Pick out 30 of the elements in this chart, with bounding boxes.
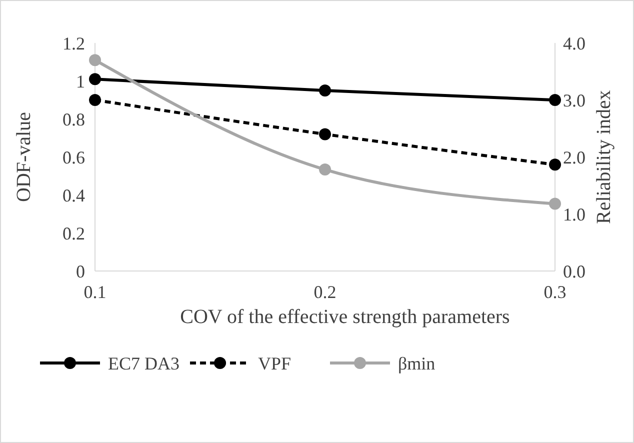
y2-tick-label: 0.0 bbox=[563, 261, 586, 282]
point bbox=[319, 164, 331, 176]
y-tick-label: 0.2 bbox=[62, 223, 85, 244]
point bbox=[89, 94, 101, 106]
point bbox=[549, 198, 561, 210]
y2-axis-title: Reliability index bbox=[593, 90, 615, 224]
y-tick-label: 1.2 bbox=[62, 33, 85, 54]
x-tick-label: 0.3 bbox=[544, 282, 566, 302]
y2-tick-label: 2.0 bbox=[563, 147, 586, 168]
point bbox=[319, 84, 331, 96]
y-tick-label: 0.8 bbox=[62, 109, 85, 130]
y-axis-title: ODF-value bbox=[13, 112, 35, 202]
legend-label: VPF bbox=[258, 353, 292, 374]
point bbox=[89, 73, 101, 86]
y-tick-label: 0 bbox=[76, 261, 85, 282]
y2-tick-label: 1.0 bbox=[563, 204, 586, 224]
legend-label: EC7 DA3 bbox=[108, 353, 180, 374]
point bbox=[549, 94, 561, 106]
y-tick-label: 1 bbox=[76, 71, 85, 92]
x-tick-label: 0.1 bbox=[84, 282, 106, 302]
point bbox=[89, 54, 101, 66]
y-tick-label: 0.4 bbox=[62, 185, 85, 206]
x-axis-title: COV of the effective strength parameters bbox=[180, 306, 510, 328]
point bbox=[549, 158, 561, 171]
legend-label: βmin bbox=[398, 353, 436, 374]
y2-tick-label: 4.0 bbox=[563, 33, 586, 54]
y2-tick-label: 3.0 bbox=[563, 90, 586, 110]
x-tick-label: 0.2 bbox=[314, 282, 336, 302]
point bbox=[319, 128, 331, 140]
y-tick-label: 0.6 bbox=[62, 147, 85, 168]
